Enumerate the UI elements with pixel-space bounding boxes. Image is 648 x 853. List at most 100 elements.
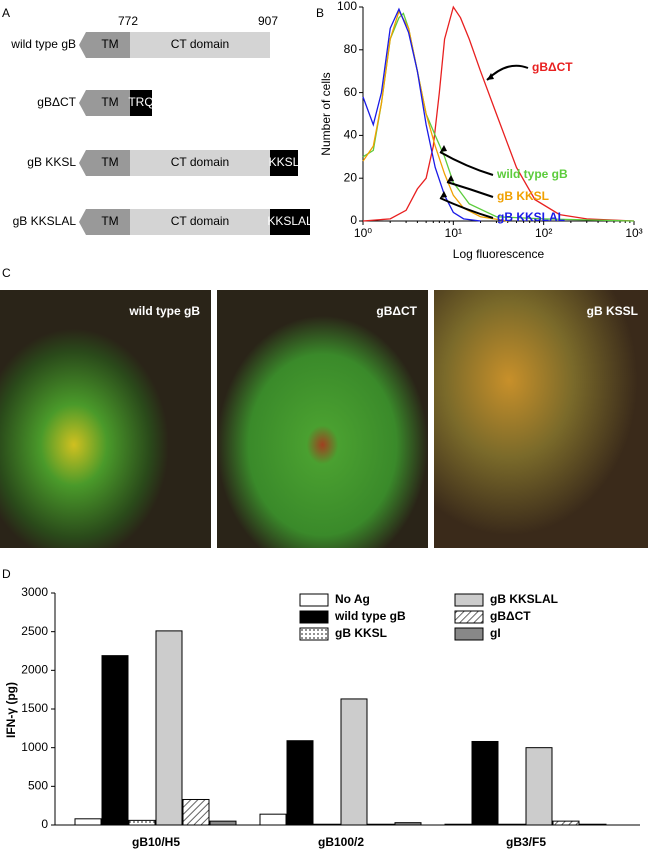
series-label: wild type gB [496,167,568,181]
ct-label: CT domain [171,37,229,51]
ct-label: CT domain [171,155,229,169]
y-tick-label: 1000 [21,740,48,754]
tail-box [270,150,298,176]
tail-label: TRQ [128,95,153,109]
position-label: 772 [118,14,138,28]
y-tick-label: 40 [344,128,358,142]
y-tick-label: 2500 [21,624,48,638]
series-label: gB KKSLAL [497,210,565,224]
legend-label: gI [490,626,501,640]
ct-box [130,150,270,176]
construct-name: gB KKSLAL [13,214,77,228]
bar [101,655,129,826]
ct-box [130,209,270,235]
bar [498,823,526,826]
image-title: gBΔCT [376,304,417,318]
x-tick-label: gB10/H5 [132,835,180,849]
x-tick-label: 10² [535,226,552,240]
y-axis-label: Number of cells [319,72,333,155]
legend-swatch [454,610,484,624]
x-tick-label: 10⁰ [354,226,372,240]
histogram-line [362,7,481,222]
legend-label: gBΔCT [490,609,531,623]
bar [471,740,499,826]
y-tick-label: 0 [350,213,357,227]
x-tick-label: gB100/2 [318,835,364,849]
legend-swatch [454,593,484,607]
y-tick-label: 80 [344,42,358,56]
bar [367,823,395,826]
construct-name: wild type gB [10,37,76,51]
panel-label: C [2,266,11,280]
micrograph [0,290,211,548]
bar [579,823,607,826]
y-tick-label: 0 [41,817,48,831]
bar [444,823,472,826]
y-tick-label: 3000 [21,585,48,599]
tm-box [79,209,130,235]
bar [552,820,580,826]
panel-label: D [2,567,11,581]
bar [209,820,237,826]
annotation-arrow [446,181,494,198]
histogram-line [362,5,635,222]
x-tick-label: gB3/F5 [506,835,546,849]
legend-label: gB KKSLAL [490,592,558,606]
y-tick-label: 2000 [21,663,48,677]
legend-swatch [299,610,329,624]
y-axis-label: IFN-γ (pg) [4,682,18,738]
bar [259,813,287,826]
tail-box [130,90,152,116]
tm-label: TM [101,95,118,109]
bar [182,798,210,826]
micrographs [0,290,648,548]
arrow-head [440,191,447,198]
legend-label: No Ag [335,592,370,606]
micrograph [434,290,648,548]
legend-swatch [454,627,484,641]
tm-box [79,32,130,58]
panel-label: A [2,6,10,20]
annotation-arrow [439,197,494,219]
construct-name: gBΔCT [37,95,76,109]
arrow-head [487,73,494,80]
legend-swatch [299,627,329,641]
tail-label: KKSLAL [267,214,313,228]
arrow-head [447,175,454,182]
tail-box [270,209,310,235]
y-tick-label: 100 [337,0,357,13]
position-label: 907 [258,14,278,28]
tail-label: KKSL [269,155,300,169]
arrow-head [440,145,447,152]
y-tick-label: 500 [28,779,48,793]
legend-swatch [299,593,329,607]
tm-label: TM [101,155,118,169]
image-title: gB KSSL [587,304,638,318]
ct-box [130,32,270,58]
ct-label: CT domain [171,214,229,228]
histogram-line [362,9,508,222]
bar [286,740,314,826]
construct-name: gB KKSL [27,155,76,169]
x-tick-label: 10¹ [445,226,462,240]
bar [394,822,422,826]
series-label: gBΔCT [532,60,573,74]
micrograph [217,290,428,548]
panel-label: B [316,6,324,20]
tm-box [79,90,130,116]
tm-label: TM [101,37,118,51]
bar [525,747,553,826]
y-tick-label: 60 [344,85,358,99]
tm-label: TM [101,214,118,228]
bar [313,823,341,826]
x-axis-label: Log fluorescence [453,247,545,261]
annotation-arrow [439,151,494,176]
series-label: gB KKSL [497,189,549,203]
bar [74,818,102,826]
y-tick-label: 1500 [21,701,48,715]
tm-box [79,150,130,176]
legend-label: wild type gB [334,609,406,623]
bar [128,819,156,826]
image-title: wild type gB [128,304,200,318]
